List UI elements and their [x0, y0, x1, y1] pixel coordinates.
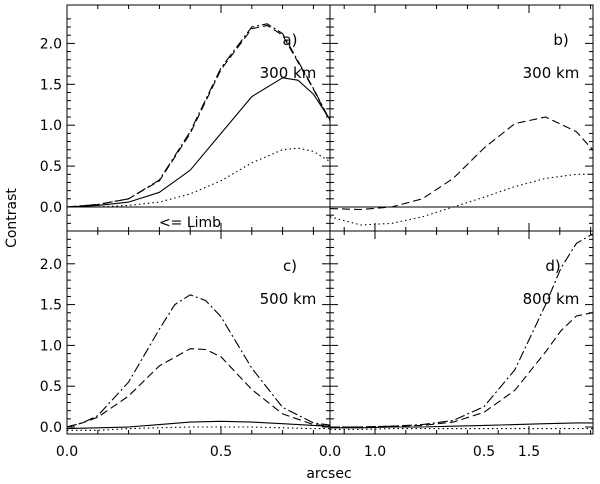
series-solid-line — [330, 422, 593, 429]
y-tick-label: 1.5 — [40, 298, 62, 314]
series-dashed-line — [67, 24, 330, 208]
panel-b-height-label: 300 km — [523, 64, 580, 82]
series-dashed-line — [330, 116, 593, 211]
panel-c: 0.0 0.5 1.0 1.5 2.0 0.0 0.5 1.0 1.5 c) 500 km — [40, 230, 540, 460]
panel-b-label: b) — [553, 31, 568, 49]
y-tick-label: 1.5 — [40, 77, 62, 93]
panel-d-series-group — [330, 233, 593, 430]
panel-c-series-group — [67, 294, 330, 431]
y-axis-title: Contrast — [4, 188, 20, 248]
x-tick-label: 0.5 — [210, 444, 232, 460]
y-tick-label: 1.0 — [40, 338, 62, 354]
series-dotted-line — [67, 426, 330, 431]
y-tick-label: 2.0 — [40, 36, 62, 52]
panel-c-height-label: 500 km — [260, 290, 317, 308]
y-tick-label: 1.0 — [40, 118, 62, 134]
panel-d-label: d) — [545, 257, 560, 275]
series-dotted-line — [330, 173, 593, 226]
panel-a-height-label: 300 km — [260, 64, 317, 82]
panel-d: 0.0 0.5 1.0 1.5 d) 800 km — [319, 230, 594, 460]
series-solid-line — [67, 77, 330, 208]
panel-d-frame — [329, 230, 594, 435]
series-dash-dot-line — [330, 233, 593, 428]
panel-a-label: a) — [282, 31, 297, 49]
panel-a-series-group — [67, 23, 330, 208]
x-axis-title: arcsec — [306, 466, 351, 482]
x-tick-label: 1.0 — [364, 444, 386, 460]
panel-a: 0.0 0.5 1.0 1.5 2.0 a) 300 km <= Limb — [40, 4, 331, 232]
x-tick-label: 0.0 — [56, 444, 78, 460]
limb-annotation: <= Limb — [159, 215, 221, 231]
series-dotted-line — [330, 428, 593, 430]
panel-b-series-group — [330, 116, 593, 226]
y-tick-label: 0.5 — [40, 159, 62, 175]
series-dash-dot-line — [67, 294, 330, 428]
series-dashed-line — [330, 312, 593, 428]
x-tick-label: 0.0 — [319, 444, 341, 460]
series-dotted-line — [67, 147, 330, 208]
y-tick-label: 0.5 — [40, 379, 62, 395]
panel-c-label: c) — [283, 257, 297, 275]
panel-d-height-label: 800 km — [523, 290, 580, 308]
series-dashed-line — [67, 348, 330, 428]
panel-b: b) 300 km — [329, 4, 594, 232]
x-tick-label: 1.5 — [518, 444, 540, 460]
y-tick-label: 2.0 — [40, 257, 62, 273]
series-solid-line — [67, 420, 330, 430]
y-tick-label: 0.0 — [40, 420, 62, 436]
y-tick-label: 0.0 — [40, 200, 62, 216]
x-tick-label: 0.5 — [473, 444, 495, 460]
